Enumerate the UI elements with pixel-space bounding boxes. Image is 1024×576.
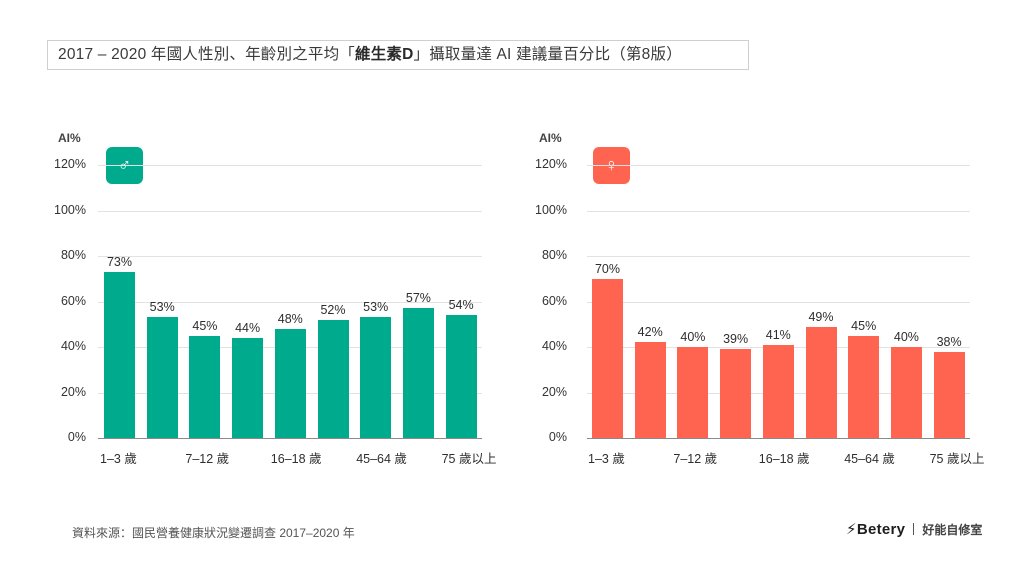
bar xyxy=(933,351,965,438)
y-tick-label: 100% xyxy=(535,202,567,217)
x-tick-label: 16–18 歲 xyxy=(758,452,810,466)
x-tick-label: 16–18 歲 xyxy=(270,452,322,466)
x-tick-label: 75 歲以上 xyxy=(441,452,497,466)
bar-value-label: 70% xyxy=(594,261,621,276)
brand-logo: ⚡Betery xyxy=(846,521,906,538)
title-highlight: 維生素D xyxy=(355,46,414,63)
bar xyxy=(146,317,178,438)
bar-value-label: 45% xyxy=(851,318,877,333)
x-tick-label: 7–12 歲 xyxy=(673,452,718,466)
gridline xyxy=(98,210,482,212)
bar xyxy=(848,335,880,438)
x-tick-label: 75 歲以上 xyxy=(929,452,985,466)
bar xyxy=(634,342,666,438)
title-suffix: 」攝取量達 AI 建議量百分比（第8版） xyxy=(413,46,682,63)
bar xyxy=(762,344,794,438)
male-chart: AI% ♂ 0% 20% 40% 60% 80% 100% 120% 73% 53% 45% 44… xyxy=(40,125,496,475)
x-axis-line xyxy=(587,438,970,439)
y-tick-label: 80% xyxy=(60,248,86,262)
bar-value-label: 53% xyxy=(149,300,175,315)
gridline xyxy=(587,165,970,166)
y-axis-label: AI% xyxy=(539,131,562,145)
x-tick-label: 45–64 歲 xyxy=(356,452,407,466)
chart-title: 2017 – 2020 年國人性別、年齡別之平均「維生素D」攝取量達 AI 建議… xyxy=(47,40,749,70)
bar xyxy=(104,271,135,438)
brand-subtitle: 好能自修室 xyxy=(922,522,983,537)
data-source-note: 資料來源：國民營養健康狀況變遷調查 2017–2020 年 xyxy=(72,526,355,540)
brand-divider xyxy=(913,523,915,535)
bar-value-label: 40% xyxy=(893,330,919,344)
x-tick-label: 1–3 歲 xyxy=(588,452,625,466)
y-tick-label: 0% xyxy=(67,430,86,444)
gridline xyxy=(98,165,482,166)
bar-value-label: 40% xyxy=(680,330,706,344)
bar xyxy=(189,335,221,438)
bar xyxy=(402,308,434,438)
y-tick-label: 80% xyxy=(541,248,567,262)
y-tick-label: 0% xyxy=(548,430,567,444)
bar-value-label: 42% xyxy=(637,325,663,340)
bar-value-label: 57% xyxy=(405,291,431,306)
bar-value-label: 73% xyxy=(106,254,133,269)
bar xyxy=(890,347,922,438)
y-tick-label: 100% xyxy=(54,202,86,217)
x-axis-line xyxy=(98,438,482,439)
gridline xyxy=(587,256,970,257)
bar-value-label: 53% xyxy=(363,300,389,315)
x-tick-label: 45–64 歲 xyxy=(844,452,895,466)
y-tick-label: 60% xyxy=(60,293,86,308)
brand: ⚡Betery 好能自修室 xyxy=(846,520,982,538)
y-tick-label: 120% xyxy=(535,157,567,171)
bar xyxy=(360,317,392,438)
y-tick-label: 20% xyxy=(541,384,567,399)
bar-value-label: 54% xyxy=(448,298,474,313)
y-tick-label: 40% xyxy=(60,339,86,353)
y-tick-label: 20% xyxy=(60,384,86,399)
y-tick-label: 60% xyxy=(541,293,567,308)
bar xyxy=(592,278,623,438)
bar xyxy=(317,319,349,438)
gridline xyxy=(587,210,970,212)
x-tick-label: 7–12 歲 xyxy=(185,452,230,466)
y-tick-label: 120% xyxy=(54,157,86,171)
bar-value-label: 39% xyxy=(723,332,749,347)
bar xyxy=(677,347,709,438)
gridline xyxy=(98,256,482,257)
bar-value-label: 44% xyxy=(235,320,261,335)
bar xyxy=(274,328,306,438)
y-axis-label: AI% xyxy=(58,131,81,145)
gridline xyxy=(587,301,970,303)
title-prefix: 2017 – 2020 年國人性別、年齡別之平均「 xyxy=(58,46,356,63)
bar-value-label: 41% xyxy=(765,327,791,342)
bar-value-label: 48% xyxy=(277,311,303,326)
bar xyxy=(445,315,477,438)
bar xyxy=(232,337,264,438)
bar-value-label: 52% xyxy=(320,302,346,317)
y-tick-label: 40% xyxy=(541,339,567,353)
bar-value-label: 45% xyxy=(192,318,218,333)
bar xyxy=(805,326,837,438)
female-chart: AI% ♀ 0% 20% 40% 60% 80% 100% 120% 70% 42% 40% 39… xyxy=(530,125,984,475)
bar-value-label: 38% xyxy=(936,334,962,349)
bar xyxy=(720,349,752,438)
gridline xyxy=(98,301,482,303)
x-tick-label: 1–3 歲 xyxy=(100,452,137,466)
bar-value-label: 49% xyxy=(808,309,834,324)
